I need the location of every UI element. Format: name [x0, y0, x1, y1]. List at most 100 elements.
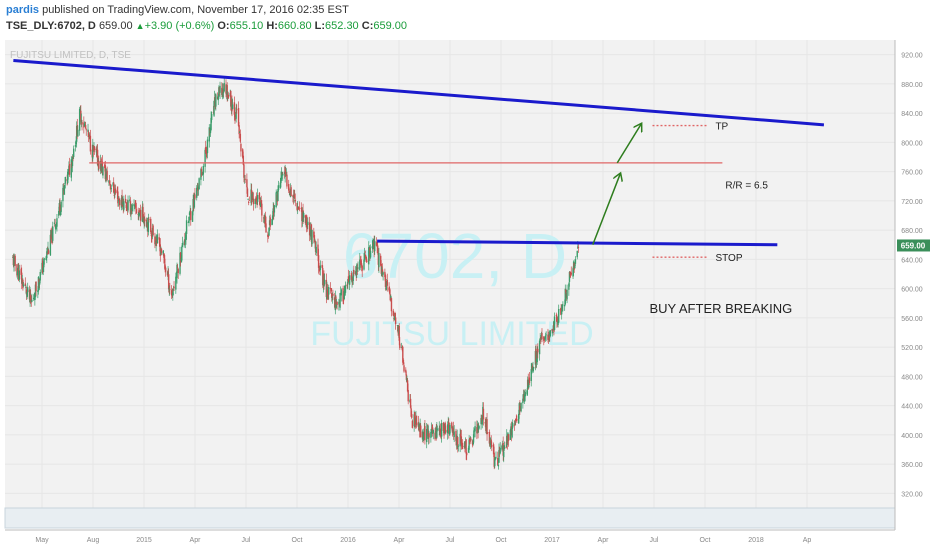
candle-body	[217, 95, 219, 101]
candle-body	[43, 258, 45, 268]
candle-body	[331, 292, 333, 298]
candle-body	[511, 427, 513, 438]
chart-header: pardis published on TradingView.com, Nov…	[0, 0, 932, 38]
open-value: 655.10	[229, 20, 264, 32]
x-tick-label: Oct	[292, 537, 303, 544]
candle-body	[351, 280, 353, 283]
candle-body	[494, 458, 497, 460]
candle-body	[167, 274, 170, 290]
author-link[interactable]: pardis	[6, 4, 40, 16]
high-label: H:	[266, 20, 278, 32]
candle-body	[102, 166, 104, 176]
candle-body	[513, 424, 516, 426]
candle-body	[243, 164, 245, 178]
candle-body	[516, 419, 518, 421]
candle-body	[129, 201, 132, 215]
candle-body	[409, 398, 412, 408]
candle-body	[547, 337, 550, 340]
candle-body	[59, 211, 62, 215]
navigator-panel[interactable]	[4, 507, 896, 529]
candle-body	[200, 169, 202, 180]
candle-body	[296, 203, 298, 210]
arrow[interactable]	[616, 124, 641, 164]
candle-body	[276, 192, 278, 194]
candle-body	[80, 119, 83, 124]
candle-body	[124, 198, 127, 203]
candle-body	[490, 439, 492, 444]
candle-body	[528, 379, 530, 388]
candle-body	[538, 340, 541, 355]
candle-body	[323, 279, 326, 285]
candle-body	[176, 264, 178, 278]
candle-body	[127, 200, 129, 211]
candle-body	[340, 289, 342, 296]
candle-body	[321, 264, 323, 268]
breakout-line[interactable]	[377, 239, 778, 247]
candle-body	[436, 428, 439, 430]
price-chart[interactable]: FUJITSU LIMITED, D, TSE 6702, D FUJITSU …	[0, 38, 932, 550]
upper-trendline[interactable]	[13, 58, 825, 127]
candle-body	[21, 272, 23, 284]
candle-body	[481, 419, 483, 425]
arrow[interactable]	[592, 174, 620, 246]
candle-body	[330, 288, 332, 291]
candle-body	[46, 251, 48, 259]
candle-body	[95, 148, 98, 153]
drawings[interactable]	[13, 58, 825, 247]
candle-body	[294, 199, 296, 202]
candle-body	[568, 272, 571, 282]
published-text: published on TradingView.com, November 1…	[39, 4, 349, 16]
candle-body	[302, 212, 305, 218]
candle-body	[381, 269, 384, 274]
candle-body	[248, 201, 250, 203]
candle-body	[520, 402, 522, 412]
candle-body	[338, 301, 340, 305]
candle-body	[236, 109, 238, 111]
candle-body	[569, 271, 571, 275]
candle-body	[188, 212, 191, 216]
candle-body	[53, 222, 56, 224]
candle-body	[74, 145, 77, 147]
candle-body	[142, 207, 144, 219]
candle-body	[64, 186, 66, 189]
candle-body	[288, 184, 290, 191]
candle-body	[110, 187, 112, 189]
candle-body	[200, 169, 203, 171]
candle-body	[34, 299, 36, 301]
candle-body	[85, 129, 87, 131]
candle-body	[58, 210, 60, 216]
candle-body	[98, 160, 100, 169]
low-value: 652.30	[325, 20, 359, 32]
candle-body	[319, 265, 322, 271]
candle-body	[114, 188, 117, 193]
candle-body	[22, 279, 24, 289]
candle-body	[411, 414, 413, 418]
candle-body	[368, 247, 370, 265]
candle-body	[359, 259, 361, 270]
candle-body	[488, 431, 491, 444]
candle-body	[512, 423, 514, 428]
candle-body	[72, 148, 75, 158]
candle-body	[277, 189, 279, 202]
candle-body	[382, 272, 384, 275]
candle-body	[150, 234, 153, 237]
candle-body	[541, 333, 543, 340]
candle-body	[159, 244, 162, 256]
candle-body	[255, 197, 258, 201]
candle-body	[522, 398, 524, 404]
x-tick-label: Jul	[242, 537, 251, 544]
candle-body	[539, 338, 541, 339]
candle-body	[179, 252, 181, 274]
candle-body	[532, 366, 535, 369]
candle-body	[164, 267, 167, 272]
candle-body	[468, 439, 470, 450]
candle-body	[14, 255, 16, 266]
y-tick-label: 720.00	[901, 199, 923, 206]
candle-body	[29, 294, 32, 300]
candle-body	[184, 236, 187, 242]
candle-body	[466, 452, 468, 456]
candle-body	[556, 316, 558, 323]
candle-body	[374, 240, 376, 252]
marker-label: STOP	[715, 253, 742, 264]
candle-body	[181, 242, 184, 248]
